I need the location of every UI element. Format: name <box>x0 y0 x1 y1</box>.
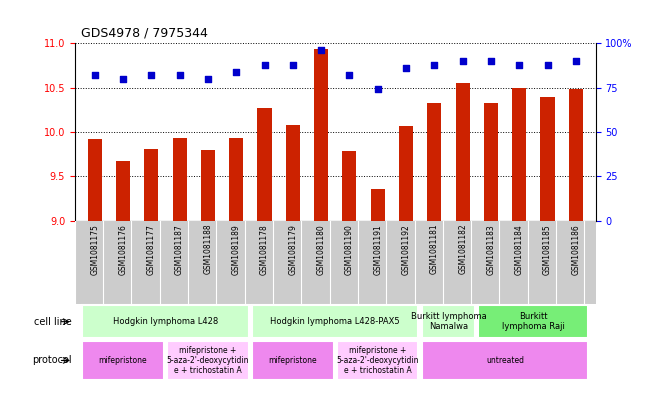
Point <box>174 72 185 78</box>
Text: mifepristone +
5-aza-2'-deoxycytidin
e + trichostatin A: mifepristone + 5-aza-2'-deoxycytidin e +… <box>167 345 249 375</box>
Text: Hodgkin lymphoma L428: Hodgkin lymphoma L428 <box>113 317 218 326</box>
Text: GSM1081176: GSM1081176 <box>118 224 128 275</box>
Bar <box>342 151 357 220</box>
Bar <box>569 89 583 220</box>
Text: GSM1081179: GSM1081179 <box>288 224 298 275</box>
Point <box>89 72 100 78</box>
Text: GSM1081190: GSM1081190 <box>345 224 354 275</box>
Bar <box>427 103 441 220</box>
Text: GSM1081183: GSM1081183 <box>486 224 495 275</box>
Bar <box>422 341 589 380</box>
Bar <box>252 305 419 338</box>
Bar <box>399 126 413 220</box>
Bar <box>145 149 158 220</box>
Bar <box>88 139 102 220</box>
Point <box>486 58 496 64</box>
Text: GSM1081191: GSM1081191 <box>373 224 382 275</box>
Text: GDS4978 / 7975344: GDS4978 / 7975344 <box>81 26 208 39</box>
Text: mifepristone +
5-aza-2'-deoxycytidin
e + trichostatin A: mifepristone + 5-aza-2'-deoxycytidin e +… <box>337 345 419 375</box>
Bar <box>252 341 333 380</box>
Text: GSM1081192: GSM1081192 <box>402 224 411 275</box>
Text: Burkitt lymphoma
Namalwa: Burkitt lymphoma Namalwa <box>411 312 486 331</box>
Text: cell line: cell line <box>34 317 72 327</box>
Bar <box>201 150 215 220</box>
Bar <box>478 305 589 338</box>
Text: GSM1081180: GSM1081180 <box>316 224 326 275</box>
Bar <box>314 50 328 220</box>
Point <box>458 58 468 64</box>
Text: GSM1081181: GSM1081181 <box>430 224 439 274</box>
Bar <box>337 341 419 380</box>
Point <box>542 61 553 68</box>
Point <box>514 61 525 68</box>
Point <box>288 61 298 68</box>
Point <box>118 75 128 82</box>
Text: untreated: untreated <box>486 356 524 365</box>
Bar <box>456 83 470 220</box>
Bar <box>370 189 385 220</box>
Bar <box>286 125 300 220</box>
Bar <box>82 305 249 338</box>
Point <box>146 72 156 78</box>
Text: GSM1081189: GSM1081189 <box>232 224 241 275</box>
Text: mifepristone: mifepristone <box>99 356 147 365</box>
Bar <box>82 341 164 380</box>
Bar <box>116 161 130 220</box>
Text: Burkitt
lymphoma Raji: Burkitt lymphoma Raji <box>502 312 565 331</box>
Point <box>571 58 581 64</box>
Text: GSM1081178: GSM1081178 <box>260 224 269 275</box>
Bar <box>173 138 187 220</box>
Point <box>202 75 213 82</box>
Point <box>316 47 326 53</box>
Bar <box>257 108 271 220</box>
Bar <box>229 138 243 220</box>
Text: GSM1081175: GSM1081175 <box>90 224 99 275</box>
Bar <box>167 341 249 380</box>
Text: GSM1081184: GSM1081184 <box>515 224 524 275</box>
Text: GSM1081186: GSM1081186 <box>572 224 580 275</box>
Point <box>401 65 411 71</box>
Text: GSM1081187: GSM1081187 <box>175 224 184 275</box>
Text: protocol: protocol <box>32 355 72 365</box>
Bar <box>540 97 555 220</box>
Text: GSM1081185: GSM1081185 <box>543 224 552 275</box>
Bar <box>512 88 526 220</box>
Bar <box>484 103 498 220</box>
Text: Hodgkin lymphoma L428-PAX5: Hodgkin lymphoma L428-PAX5 <box>270 317 400 326</box>
Text: GSM1081177: GSM1081177 <box>146 224 156 275</box>
Point <box>429 61 439 68</box>
Text: GSM1081182: GSM1081182 <box>458 224 467 274</box>
Point <box>372 86 383 92</box>
Text: GSM1081188: GSM1081188 <box>203 224 212 274</box>
Point <box>259 61 270 68</box>
Point <box>231 68 242 75</box>
Text: mifepristone: mifepristone <box>268 356 317 365</box>
Point <box>344 72 355 78</box>
Bar <box>422 305 475 338</box>
